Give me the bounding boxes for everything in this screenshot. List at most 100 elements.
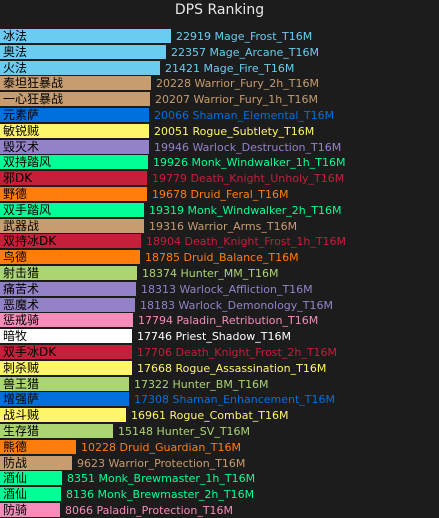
value-label: 20051 Rogue_Subtlety_T16M (154, 124, 315, 138)
bar (0, 471, 62, 486)
bar-row: 元素萨 20066 Shaman_Elemental_T16M (0, 108, 439, 123)
bar-row: 暗牧 17746 Priest_Shadow_T16M (0, 329, 439, 344)
value-label: 17322 Hunter_BM_T16M (134, 377, 269, 391)
value-label: 18785 Druid_Balance_T16M (145, 251, 299, 265)
category-label: 防骑 (3, 503, 28, 517)
value-label: 19779 Death_Knight_Unholy_T16M (152, 172, 345, 186)
category-label: 毁灭术 (3, 139, 40, 154)
category-label: 酒仙 (3, 471, 28, 486)
value-label: 19926 Monk_Windwalker_1h_T16M (153, 156, 346, 170)
value-label: 19946 Warlock_Destruction_T16M (154, 140, 342, 154)
value-label: 22919 Mage_Frost_T16M (176, 30, 313, 43)
value-label: 19319 Monk_Windwalker_2h_T16M (149, 203, 342, 217)
category-label: 武器战 (3, 218, 40, 233)
bar-row: 邪DK 19779 Death_Knight_Unholy_T16M (0, 171, 439, 186)
category-label: 兽王猎 (3, 376, 40, 391)
value-label: 10228 Druid_Guardian_T16M (81, 440, 242, 454)
category-label: 双手踏风 (3, 202, 52, 217)
category-label: 射击猎 (3, 266, 40, 280)
bar (0, 424, 113, 438)
bar-row: 酒仙 8136 Monk_Brewmaster_2h_T16M (0, 487, 439, 502)
category-label: 火法 (3, 60, 28, 75)
bar-row: 双持踏风 19926 Monk_Windwalker_1h_T16M (0, 155, 439, 170)
value-label: 19678 Druid_Feral_T16M (152, 188, 289, 201)
category-label: 惩戒骑 (3, 313, 40, 328)
bar (0, 329, 132, 344)
category-label: 泰坦狂暴战 (3, 76, 64, 91)
category-label: 熊德 (3, 439, 28, 454)
bar (0, 218, 144, 233)
category-label: 双持踏风 (3, 155, 52, 170)
value-label: 17794 Paladin_Retribution_T16M (138, 314, 319, 328)
value-label: 8136 Monk_Brewmaster_2h_T16M (66, 488, 255, 502)
value-label: 17668 Rogue_Assassination_T16M (137, 361, 327, 375)
bar-row: 防战 9623 Warrior_Protection_T16M (0, 455, 439, 471)
value-label: 18313 Warlock_Affliction_T16M (141, 282, 313, 296)
category-label: 敏锐贼 (3, 123, 40, 138)
bar-row: 痛苦术 18313 Warlock_Affliction_T16M (0, 281, 439, 297)
category-label: 刺杀贼 (3, 360, 40, 375)
bar-row: 双持冰DK 18904 Death_Knight_Frost_1h_T16M (0, 234, 439, 249)
value-label: 20228 Warrior_Fury_2h_T16M (156, 77, 319, 91)
category-label: 增强萨 (3, 392, 40, 407)
bar-row: 酒仙 8351 Monk_Brewmaster_1h_T16M (0, 471, 439, 486)
category-label: 战斗贼 (3, 408, 40, 423)
bar (0, 376, 129, 391)
value-label: 17308 Shaman_Enhancement_T16M (134, 393, 336, 407)
bar (0, 345, 132, 359)
bar (0, 392, 129, 407)
category-label: 野德 (3, 187, 28, 201)
value-label: 22357 Mage_Arcane_T16M (171, 45, 320, 59)
bar-row: 双手冰DK 17706 Death_Knight_Frost_2h_T16M (0, 345, 439, 360)
category-label: 酒仙 (3, 487, 28, 502)
value-label: 19316 Warrior_Arms_T16M (149, 219, 298, 233)
bar (0, 76, 151, 91)
bar (0, 313, 133, 328)
bar (0, 250, 140, 265)
bar (0, 297, 135, 312)
category-label: 痛苦术 (3, 281, 40, 296)
bar (0, 408, 126, 423)
bar (0, 171, 147, 186)
category-label: 元素萨 (3, 108, 40, 122)
bar-row: 野德 19678 Druid_Feral_T16M (0, 187, 439, 202)
bar-row: 生存猎 15148 Hunter_SV_T16M (0, 424, 439, 439)
value-label: 17706 Death_Knight_Frost_2h_T16M (137, 346, 338, 359)
value-label: 20066 Shaman_Elemental_T16M (154, 109, 335, 122)
value-label: 18904 Death_Knight_Frost_1h_T16M (146, 235, 347, 249)
category-label: 暗牧 (3, 329, 28, 344)
value-label: 20207 Warrior_Fury_1h_T16M (155, 93, 318, 107)
category-label: 邪DK (3, 171, 33, 186)
bar-row: 双手踏风 19319 Monk_Windwalker_2h_T16M (0, 202, 439, 218)
value-label: 17746 Priest_Shadow_T16M (137, 330, 291, 344)
bar (0, 187, 147, 201)
bar (0, 234, 141, 249)
bar (0, 60, 160, 75)
value-label: 8351 Monk_Brewmaster_1h_T16M (67, 472, 256, 486)
bar (0, 202, 144, 217)
value-label: 9623 Warrior_Protection_T16M (77, 456, 246, 470)
value-label: 8066 Paladin_Protection_T16M (65, 504, 234, 517)
bar (0, 155, 148, 170)
category-label: 一心狂暴战 (3, 92, 64, 107)
value-label: 18183 Warlock_Demonology_T16M (140, 298, 333, 312)
bar-row: 恶魔术 18183 Warlock_Demonology_T16M (0, 297, 439, 313)
value-label: 15148 Hunter_SV_T16M (118, 425, 251, 438)
bar (0, 108, 149, 122)
chart-title: DPS Ranking (174, 2, 265, 18)
bar-row: 惩戒骑 17794 Paladin_Retribution_T16M (0, 313, 439, 328)
bar-row: 鸟德 18785 Druid_Balance_T16M (0, 250, 439, 265)
bar-row: 增强萨 17308 Shaman_Enhancement_T16M (0, 392, 439, 407)
bar-row: 奥法 22357 Mage_Arcane_T16M (0, 44, 439, 60)
bar (0, 439, 76, 454)
category-label: 防战 (3, 455, 28, 470)
bar-row: 冰法 22919 Mage_Frost_T16M (0, 29, 439, 44)
bar-row: 武器战 19316 Warrior_Arms_T16M (0, 218, 439, 234)
value-label: 18374 Hunter_MM_T16M (142, 267, 279, 280)
value-label: 21421 Mage_Fire_T16M (165, 61, 295, 75)
category-label: 恶魔术 (3, 297, 40, 312)
bar-row: 泰坦狂暴战 20228 Warrior_Fury_2h_T16M (0, 76, 439, 91)
bar (0, 266, 137, 280)
bar-row: 敏锐贼 20051 Rogue_Subtlety_T16M (0, 123, 439, 139)
